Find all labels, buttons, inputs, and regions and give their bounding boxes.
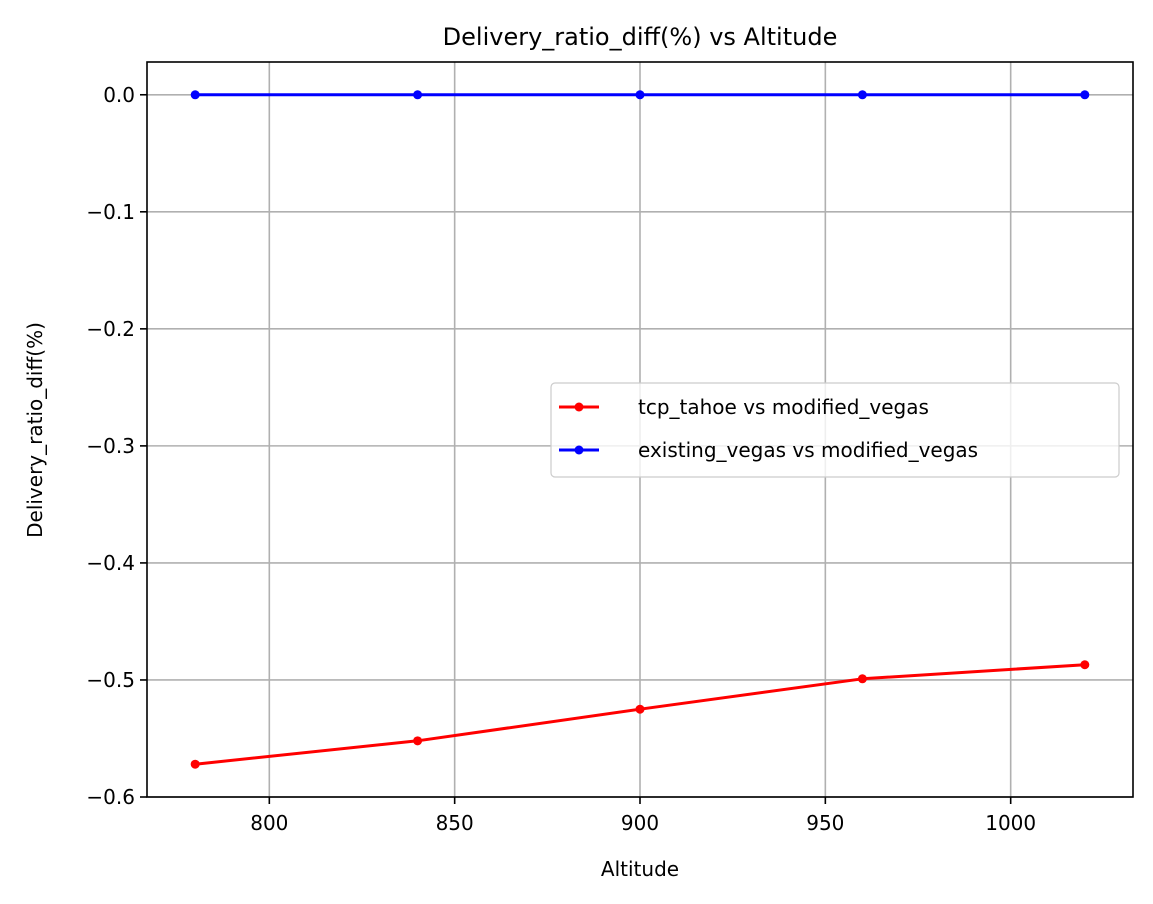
data-point bbox=[1080, 90, 1090, 100]
data-point bbox=[413, 736, 423, 746]
y-tick-label: −0.6 bbox=[86, 785, 135, 809]
data-point bbox=[413, 90, 423, 100]
y-tick-label: −0.4 bbox=[86, 551, 135, 575]
legend-label-existing-vegas: existing_vegas vs modified_vegas bbox=[638, 438, 978, 462]
x-tick-label: 900 bbox=[621, 811, 659, 835]
series-1 bbox=[190, 90, 1090, 100]
x-tick-label: 850 bbox=[436, 811, 474, 835]
x-tick-label: 1000 bbox=[985, 811, 1036, 835]
data-point bbox=[190, 759, 200, 769]
legend-marker-tcp-tahoe bbox=[574, 402, 584, 412]
chart-title: Delivery_ratio_diff(%) vs Altitude bbox=[443, 23, 838, 51]
data-point bbox=[190, 90, 200, 100]
data-point bbox=[857, 674, 867, 684]
y-axis-label: Delivery_ratio_diff(%) bbox=[23, 322, 47, 538]
legend-frame bbox=[550, 382, 1120, 478]
y-tick-label: −0.1 bbox=[86, 200, 135, 224]
y-tick-label: 0.0 bbox=[103, 83, 135, 107]
legend-label-tcp-tahoe: tcp_tahoe vs modified_vegas bbox=[638, 395, 929, 419]
series-0 bbox=[190, 660, 1090, 769]
data-point bbox=[635, 90, 645, 100]
x-tick-label: 950 bbox=[806, 811, 844, 835]
x-axis: 800 850 900 950 1000 bbox=[250, 797, 1036, 835]
x-axis-label: Altitude bbox=[601, 857, 679, 881]
y-tick-label: −0.5 bbox=[86, 668, 135, 692]
y-axis: 0.0 −0.1 −0.2 −0.3 −0.4 −0.5 −0.6 bbox=[86, 83, 147, 809]
y-tick-label: −0.3 bbox=[86, 434, 135, 458]
y-tick-label: −0.2 bbox=[86, 317, 135, 341]
data-point bbox=[635, 704, 645, 714]
legend: tcp_tahoe vs modified_vegas existing_veg… bbox=[550, 382, 1120, 478]
data-point bbox=[857, 90, 867, 100]
data-point bbox=[1080, 660, 1090, 670]
legend-marker-existing-vegas bbox=[574, 445, 584, 455]
series-layer bbox=[190, 90, 1090, 769]
x-tick-label: 800 bbox=[250, 811, 288, 835]
